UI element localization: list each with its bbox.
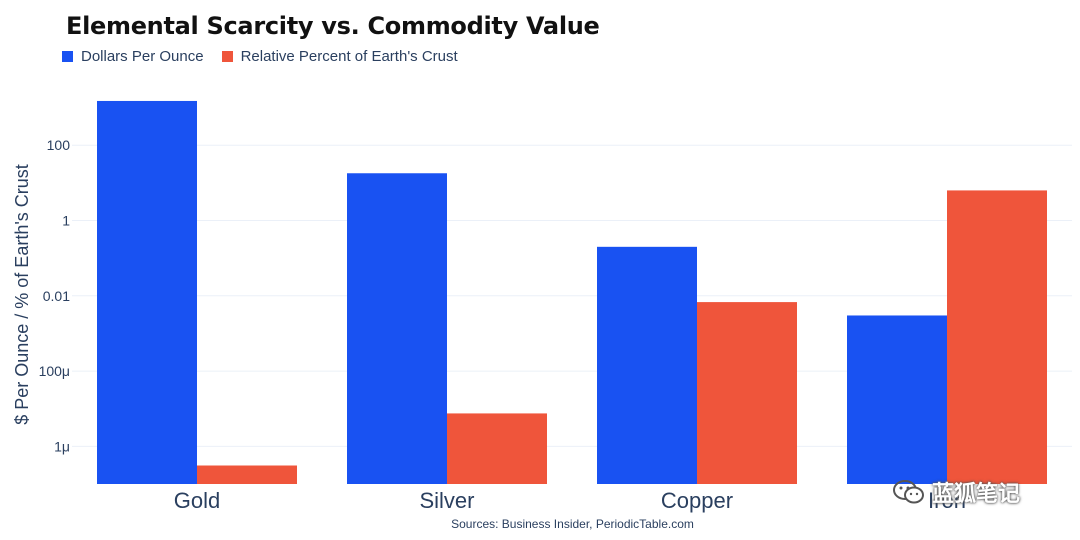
watermark: 蓝狐笔记 <box>892 476 1020 508</box>
bar-copper-dollars <box>597 247 697 484</box>
y-tick-label: 100 <box>47 137 71 153</box>
bar-silver-dollars <box>347 173 447 484</box>
x-tick-label: Silver <box>419 488 474 513</box>
source-note: Sources: Business Insider, PeriodicTable… <box>0 517 1080 531</box>
bar-gold-crust <box>197 466 297 484</box>
bar-iron-dollars <box>847 315 947 484</box>
bar-iron-crust <box>947 190 1047 484</box>
watermark-text: 蓝狐笔记 <box>932 476 1020 508</box>
x-tick-label: Copper <box>661 488 733 513</box>
bar-copper-crust <box>697 302 797 484</box>
y-axis-title: $ Per Ounce / % of Earth's Crust <box>12 164 32 425</box>
wechat-icon <box>892 478 926 506</box>
y-tick-label: 100μ <box>39 363 70 379</box>
bar-silver-crust <box>447 413 547 484</box>
x-tick-label: Gold <box>174 488 220 513</box>
bar-gold-dollars <box>97 101 197 484</box>
y-tick-label: 0.01 <box>43 288 70 304</box>
y-tick-label: 1μ <box>54 438 70 454</box>
y-tick-label: 1 <box>62 213 70 229</box>
